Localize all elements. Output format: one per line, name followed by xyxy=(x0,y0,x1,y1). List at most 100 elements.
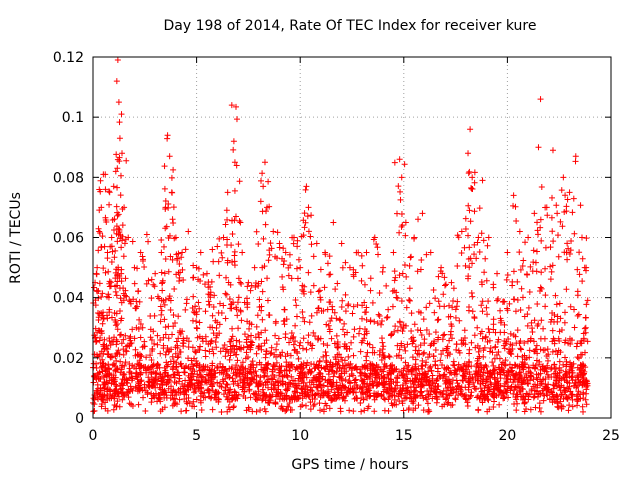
data-point xyxy=(553,202,560,209)
data-point xyxy=(196,367,203,374)
data-point xyxy=(120,297,127,304)
data-point xyxy=(384,313,391,320)
data-point xyxy=(545,374,552,381)
data-point xyxy=(115,347,122,354)
data-point xyxy=(328,335,335,342)
data-point xyxy=(198,385,205,392)
data-point xyxy=(270,228,277,235)
data-point xyxy=(97,375,104,382)
data-point xyxy=(564,240,571,247)
data-point xyxy=(338,303,345,310)
data-point xyxy=(162,369,169,376)
data-point xyxy=(485,325,492,332)
data-point xyxy=(409,378,416,385)
data-point xyxy=(403,386,410,393)
data-point xyxy=(272,318,279,325)
data-point xyxy=(320,340,327,347)
data-point xyxy=(196,361,203,368)
data-point xyxy=(157,336,164,343)
data-point xyxy=(134,265,141,272)
data-point xyxy=(440,291,447,298)
data-point xyxy=(345,378,352,385)
data-point xyxy=(526,354,533,361)
data-point xyxy=(151,381,158,388)
data-point xyxy=(517,266,524,273)
data-point xyxy=(564,196,571,203)
data-point xyxy=(485,384,492,391)
data-point xyxy=(133,298,140,305)
data-point xyxy=(276,369,283,376)
data-point xyxy=(99,356,106,363)
data-point xyxy=(339,326,346,333)
data-point xyxy=(576,271,583,278)
data-point xyxy=(566,251,573,258)
data-point xyxy=(247,376,254,383)
data-point xyxy=(418,376,425,383)
data-point xyxy=(129,238,136,245)
data-point xyxy=(371,234,378,241)
data-point xyxy=(126,297,133,304)
data-point xyxy=(223,291,230,298)
data-point xyxy=(462,384,469,391)
data-point xyxy=(408,310,415,317)
data-point xyxy=(465,150,472,157)
data-point xyxy=(578,338,585,345)
data-point xyxy=(164,132,171,139)
data-point xyxy=(575,355,582,362)
data-point xyxy=(93,270,100,277)
data-point xyxy=(452,314,459,321)
data-point xyxy=(453,386,460,393)
data-point xyxy=(337,382,344,389)
data-point xyxy=(261,405,268,412)
data-point xyxy=(163,223,170,230)
data-point xyxy=(337,408,344,415)
data-point xyxy=(179,249,186,256)
data-point xyxy=(114,398,121,405)
data-point xyxy=(577,395,584,402)
data-point xyxy=(245,406,252,413)
data-point xyxy=(320,353,327,360)
data-point xyxy=(465,307,472,314)
data-point xyxy=(213,390,220,397)
data-point xyxy=(216,300,223,307)
data-point xyxy=(505,394,512,401)
data-point xyxy=(112,269,119,276)
data-point xyxy=(380,388,387,395)
data-point xyxy=(117,386,124,393)
data-point xyxy=(394,295,401,302)
data-point xyxy=(247,338,254,345)
data-point xyxy=(554,210,561,217)
data-point xyxy=(401,373,408,380)
data-point xyxy=(118,244,125,251)
data-point xyxy=(551,337,558,344)
data-point xyxy=(229,395,236,402)
data-point xyxy=(473,363,480,370)
data-point xyxy=(127,369,134,376)
data-point xyxy=(331,309,338,316)
y-tick-label: 0.04 xyxy=(53,291,84,307)
data-point xyxy=(481,392,488,399)
data-point xyxy=(456,317,463,324)
data-point xyxy=(105,268,112,275)
data-point xyxy=(575,379,582,386)
data-point xyxy=(444,364,451,371)
data-point xyxy=(423,251,430,258)
data-point xyxy=(449,401,456,408)
data-point xyxy=(480,391,487,398)
data-point xyxy=(431,309,438,316)
data-point xyxy=(105,361,112,368)
data-point xyxy=(547,388,554,395)
data-point xyxy=(175,269,182,276)
data-point xyxy=(465,232,472,239)
data-point xyxy=(162,351,169,358)
data-point xyxy=(322,349,329,356)
data-point xyxy=(259,208,266,215)
data-point xyxy=(281,392,288,399)
data-point xyxy=(157,350,164,357)
data-point xyxy=(206,291,213,298)
data-point xyxy=(100,315,107,322)
data-point xyxy=(514,391,521,398)
data-point xyxy=(263,365,270,372)
data-point xyxy=(108,380,115,387)
data-point xyxy=(378,321,385,328)
